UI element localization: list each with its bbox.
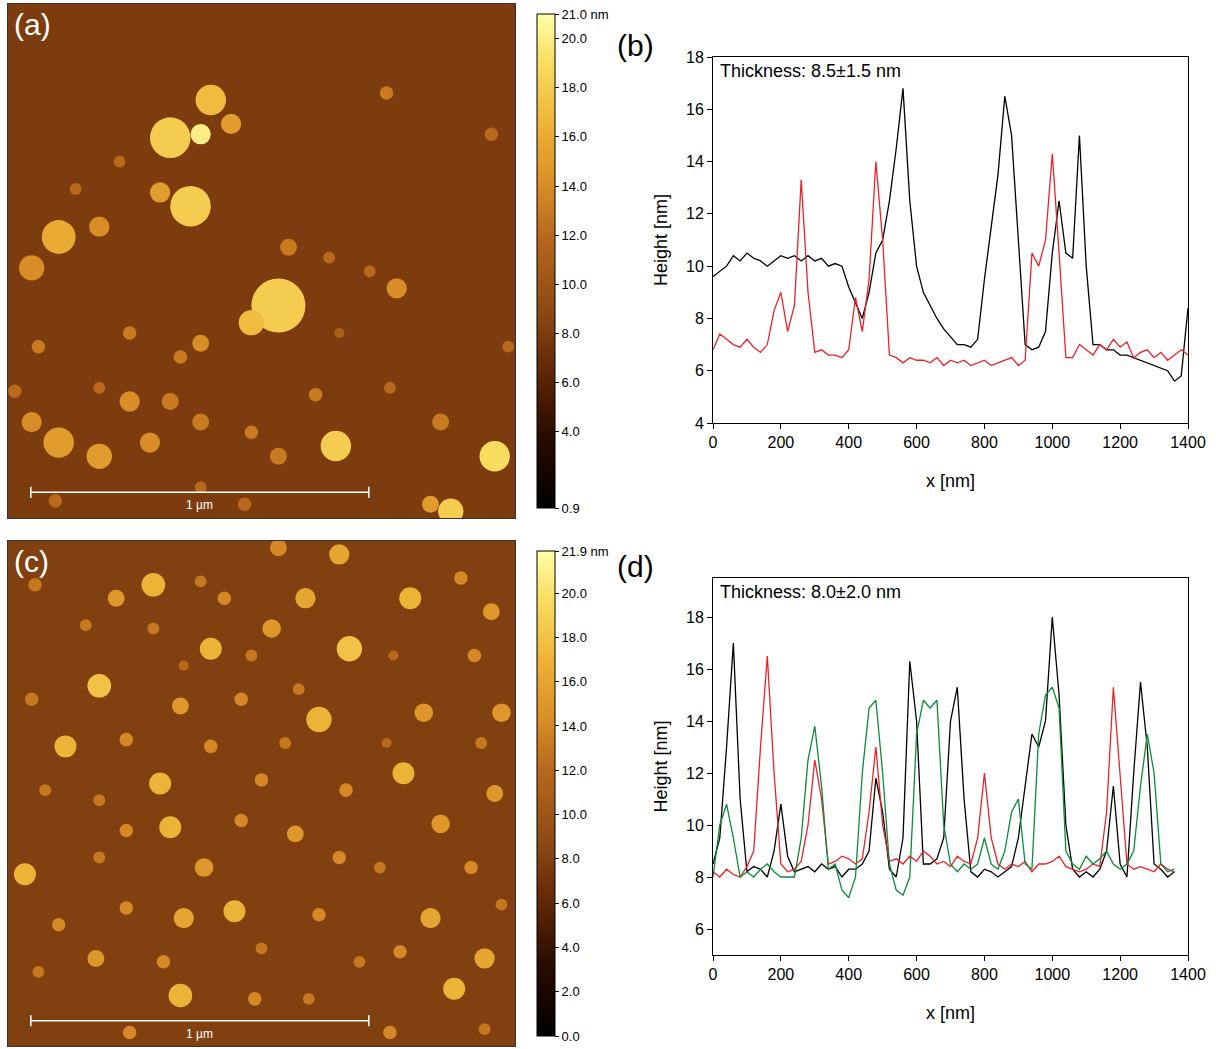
svg-text:12.0: 12.0 (562, 763, 587, 778)
svg-text:14: 14 (686, 713, 704, 730)
svg-text:4: 4 (695, 415, 704, 432)
svg-text:400: 400 (835, 434, 862, 451)
svg-text:1200: 1200 (1102, 434, 1138, 451)
svg-text:800: 800 (971, 434, 998, 451)
svg-text:20.0: 20.0 (562, 31, 587, 46)
svg-text:6.0: 6.0 (562, 375, 580, 390)
svg-text:21.9 nm: 21.9 nm (562, 544, 609, 559)
svg-text:(b): (b) (617, 29, 654, 62)
svg-text:21.0 nm: 21.0 nm (562, 7, 609, 22)
svg-text:10: 10 (686, 817, 704, 834)
svg-text:16.0: 16.0 (562, 129, 587, 144)
svg-text:18.0: 18.0 (562, 630, 587, 645)
svg-text:400: 400 (835, 966, 862, 983)
svg-text:12.0: 12.0 (562, 228, 587, 243)
svg-text:18: 18 (686, 609, 704, 626)
svg-text:16.0: 16.0 (562, 674, 587, 689)
svg-text:1000: 1000 (1034, 434, 1070, 451)
svg-text:200: 200 (768, 434, 795, 451)
svg-text:14: 14 (686, 153, 704, 170)
svg-text:10: 10 (686, 258, 704, 275)
svg-text:10.0: 10.0 (562, 277, 587, 292)
svg-text:10.0: 10.0 (562, 807, 587, 822)
svg-text:18.0: 18.0 (562, 80, 587, 95)
svg-text:18: 18 (686, 49, 704, 66)
svg-text:6: 6 (695, 921, 704, 938)
svg-text:0.9: 0.9 (562, 501, 580, 516)
svg-text:12: 12 (686, 205, 704, 222)
svg-text:1200: 1200 (1102, 966, 1138, 983)
svg-text:16: 16 (686, 101, 704, 118)
svg-text:8: 8 (695, 310, 704, 327)
svg-text:8.0: 8.0 (562, 326, 580, 341)
svg-text:Thickness: 8.0±2.0 nm: Thickness: 8.0±2.0 nm (720, 582, 901, 602)
svg-text:0: 0 (709, 966, 718, 983)
svg-text:1 µm: 1 µm (186, 498, 213, 512)
svg-text:1 µm: 1 µm (186, 1027, 213, 1041)
svg-text:200: 200 (768, 966, 795, 983)
svg-text:1000: 1000 (1034, 966, 1070, 983)
svg-text:x [nm]: x [nm] (926, 471, 975, 491)
svg-text:4.0: 4.0 (562, 424, 580, 439)
svg-text:x [nm]: x [nm] (926, 1003, 975, 1023)
svg-text:800: 800 (971, 966, 998, 983)
svg-text:0.0: 0.0 (562, 1029, 580, 1044)
svg-text:8: 8 (695, 869, 704, 886)
svg-text:Height [nm]: Height [nm] (651, 194, 671, 286)
svg-text:20.0: 20.0 (562, 586, 587, 601)
svg-text:14.0: 14.0 (562, 179, 587, 194)
svg-text:(d): (d) (617, 550, 654, 583)
svg-text:(a): (a) (14, 8, 51, 41)
svg-text:Height [nm]: Height [nm] (651, 720, 671, 812)
svg-text:600: 600 (903, 434, 930, 451)
svg-text:8.0: 8.0 (562, 851, 580, 866)
svg-text:0: 0 (709, 434, 718, 451)
svg-text:Thickness: 8.5±1.5 nm: Thickness: 8.5±1.5 nm (720, 61, 901, 81)
svg-text:16: 16 (686, 661, 704, 678)
svg-text:6: 6 (695, 362, 704, 379)
svg-text:2.0: 2.0 (562, 984, 580, 999)
svg-text:(c): (c) (14, 545, 49, 578)
svg-text:12: 12 (686, 765, 704, 782)
svg-text:4.0: 4.0 (562, 940, 580, 955)
svg-text:14.0: 14.0 (562, 719, 587, 734)
svg-text:1400: 1400 (1170, 966, 1206, 983)
svg-text:6.0: 6.0 (562, 896, 580, 911)
svg-text:600: 600 (903, 966, 930, 983)
svg-text:1400: 1400 (1170, 434, 1206, 451)
